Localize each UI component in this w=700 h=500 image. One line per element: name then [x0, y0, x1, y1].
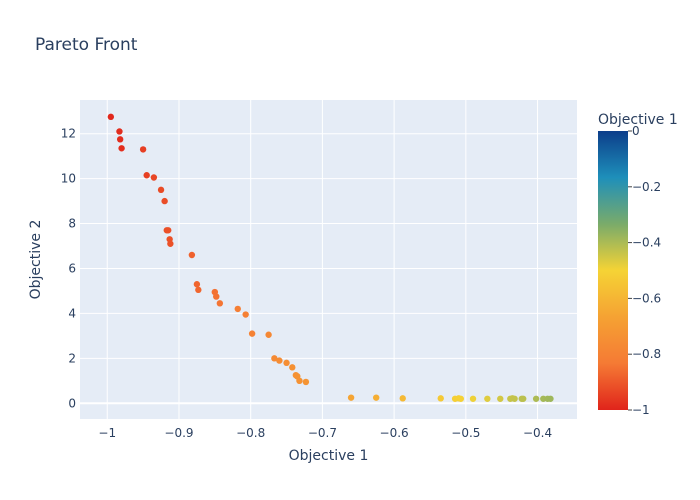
- x-tick-label: −0.5: [451, 426, 480, 440]
- data-point: [469, 395, 477, 402]
- data-point: [216, 300, 224, 307]
- data-point: [165, 227, 172, 234]
- data-point: [234, 305, 241, 313]
- data-point: [150, 174, 158, 181]
- data-point: [271, 355, 278, 362]
- data-point: [248, 330, 256, 337]
- data-point: [547, 395, 554, 402]
- colorbar-tick-label: 0: [632, 124, 640, 138]
- data-point: [484, 395, 491, 402]
- colorbar-tick-label: −0.2: [632, 180, 661, 194]
- data-point: [118, 145, 125, 152]
- grid-lines: [80, 100, 577, 419]
- data-point: [437, 395, 444, 402]
- colorbar-title: Objective 1: [598, 112, 678, 128]
- plot-area: [80, 100, 577, 419]
- colorbar-ticks: 0 −0.2 −0.4 −0.6 −0.8 −1: [628, 124, 661, 417]
- data-point: [139, 146, 147, 153]
- data-point: [457, 395, 465, 402]
- data-point: [161, 197, 168, 205]
- data-point: [296, 377, 303, 385]
- data-point: [532, 395, 540, 402]
- data-point: [242, 311, 249, 318]
- x-tick-label: −0.8: [236, 426, 265, 440]
- y-tick-label: 8: [68, 217, 76, 231]
- data-point: [116, 128, 123, 135]
- colorbar-tick-label: −0.6: [632, 291, 661, 305]
- data-point: [347, 394, 355, 401]
- data-point: [399, 395, 406, 402]
- y-tick-label: 2: [68, 351, 76, 365]
- data-point: [511, 395, 518, 402]
- data-point: [107, 113, 115, 121]
- data-point: [143, 172, 150, 179]
- data-point: [302, 378, 310, 386]
- x-tick-label: −0.9: [164, 426, 193, 440]
- data-point: [188, 251, 196, 259]
- data-point: [520, 395, 527, 402]
- data-point: [116, 136, 124, 143]
- x-axis-ticks: −1 −0.9 −0.8 −0.7 −0.6 −0.5 −0.4: [98, 426, 552, 440]
- data-point: [157, 186, 165, 194]
- data-point: [167, 240, 174, 247]
- y-axis-ticks: 0 2 4 6 8 10 12: [61, 127, 76, 411]
- chart-title: Pareto Front: [35, 35, 138, 55]
- data-point: [213, 293, 220, 300]
- data-points: [107, 113, 554, 402]
- y-tick-label: 4: [68, 306, 76, 320]
- colorbar-tick-label: −0.4: [632, 236, 661, 250]
- x-tick-label: −0.4: [523, 426, 552, 440]
- x-tick-label: −0.6: [380, 426, 409, 440]
- y-tick-label: 6: [68, 261, 76, 275]
- data-point: [276, 357, 283, 364]
- colorbar-tick-label: −0.8: [632, 347, 661, 361]
- x-tick-label: −0.7: [308, 426, 337, 440]
- y-axis-title: Objective 2: [28, 220, 44, 300]
- data-point: [195, 286, 202, 294]
- data-point: [497, 395, 504, 402]
- colorbar: [598, 131, 628, 410]
- data-point: [193, 281, 201, 288]
- y-tick-label: 0: [68, 396, 76, 410]
- colorbar-tick-label: −1: [632, 403, 650, 417]
- data-point: [265, 331, 272, 338]
- data-point: [289, 364, 296, 371]
- data-point: [372, 394, 380, 401]
- y-tick-label: 10: [61, 172, 76, 186]
- x-axis-title: Objective 1: [289, 448, 369, 464]
- y-tick-label: 12: [61, 127, 76, 141]
- data-point: [283, 359, 290, 367]
- x-tick-label: −1: [98, 426, 116, 440]
